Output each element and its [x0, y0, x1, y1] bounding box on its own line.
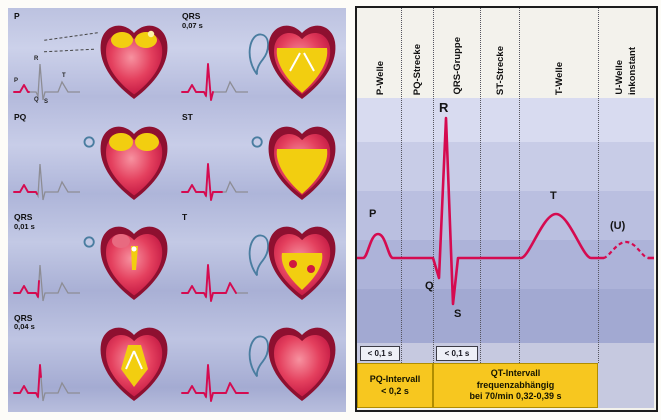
panel-pq: PQ: [10, 111, 176, 210]
column-separator: [401, 8, 402, 363]
ecg-trace: [181, 263, 248, 302]
heart-illustration: [262, 116, 342, 204]
vector-loop-icon: [244, 229, 274, 281]
column-header-qrs-gruppe: QRS-Gruppe: [451, 37, 463, 95]
phase-duration: 0,04 s: [14, 322, 35, 332]
ecg-trace: [13, 364, 80, 402]
wave-label-r: R: [439, 100, 449, 115]
panel-label: QRS 0,04 s: [14, 312, 35, 332]
heart-illustration: [262, 317, 342, 405]
phase-name: QRS: [182, 11, 201, 21]
vector-loop-icon: [76, 129, 106, 181]
wave-label-t: T: [550, 190, 557, 202]
heart-illustration: [94, 116, 174, 204]
panel-label: QRS 0,01 s: [14, 212, 35, 231]
ecg-letter-p: P: [14, 78, 19, 84]
column-separator: [480, 8, 481, 363]
panel-label: PQ: [14, 111, 27, 123]
phase-name: QRS: [14, 212, 33, 222]
pq-interval-box: PQ-Intervall < 0,2 s: [357, 363, 433, 408]
phase-name: QRS: [14, 312, 33, 323]
ecg-interval-diagram: P-Welle PQ-Strecke QRS-Gruppe ST-Strecke…: [355, 6, 658, 412]
panel-p-wave: P R P Q S T: [10, 10, 176, 109]
ecg-curve: [357, 116, 654, 306]
phase-duration: 0,01 s: [14, 221, 35, 231]
column-separator: [433, 8, 434, 363]
wave-label-p: P: [369, 208, 377, 220]
panel-label: ST: [182, 111, 193, 123]
column-separator: [519, 8, 520, 363]
vector-loop-icon: [244, 129, 274, 181]
pq-interval-title: PQ-Intervall: [369, 373, 421, 384]
ecg-trace: [13, 63, 80, 100]
vector-loop-icon: [76, 229, 106, 281]
ecg-trace: [13, 163, 80, 201]
ecg-trace: [181, 62, 248, 101]
qt-interval-note: frequenzabhängig: [476, 379, 555, 390]
panel-label: QRS 0,07 s: [182, 11, 203, 30]
qrs-duration-box: < 0,1 s: [436, 346, 478, 361]
column-header-pq-strecke: PQ-Strecke: [411, 43, 423, 95]
phase-name: P: [14, 11, 20, 21]
ecg-letter-s: S: [44, 99, 49, 105]
column-separator: [598, 8, 599, 363]
ecg-letter-r: R: [34, 56, 39, 62]
panel-qrs-004: QRS 0,04 s: [10, 312, 176, 411]
p-duration-box: < 0,1 s: [360, 346, 400, 361]
wave-label-u: (U): [610, 220, 626, 232]
phase-name: T: [182, 212, 188, 222]
wave-label-q: Q: [425, 280, 434, 292]
panel-qrs-001: QRS 0,01 s: [10, 211, 176, 310]
ecg-letter-q: Q: [34, 97, 39, 103]
ecg-trace: [181, 163, 248, 201]
panel-t-wave: T: [178, 211, 344, 310]
panel-label: P: [14, 11, 20, 22]
panel-cycle-end: [178, 312, 344, 411]
heart-illustration: [262, 216, 342, 304]
wave-label-s: S: [454, 308, 462, 320]
heart-illustration: [94, 317, 174, 405]
heart-illustration: [94, 15, 174, 103]
vector-loop-icon: [244, 28, 274, 80]
vector-loop-icon: [244, 330, 274, 382]
heart-illustration: [262, 15, 342, 103]
column-header-u-welle: U-Welle inkonstant: [614, 46, 638, 95]
qt-interval-title: QT-Intervall: [490, 367, 541, 378]
phase-name: PQ: [14, 111, 27, 122]
panel-st: ST: [178, 111, 344, 210]
column-header-p-welle: P-Welle: [374, 60, 386, 95]
ecg-trace: [181, 364, 249, 402]
cardiac-cycle-panels: P R P Q S T QRS 0,07 s PQ: [8, 8, 346, 412]
plot-background: [357, 98, 654, 343]
connector-dashed-line: [44, 32, 98, 41]
column-header-st-strecke: ST-Strecke: [494, 45, 506, 95]
phase-duration: 0,07 s: [182, 20, 203, 30]
ecg-letter-t: T: [62, 73, 66, 79]
phase-name: ST: [182, 111, 193, 122]
column-header-t-welle: T-Welle: [553, 61, 565, 95]
qt-interval-box: QT-Intervall frequenzabhängig bei 70/min…: [433, 363, 598, 408]
panel-label: T: [182, 212, 188, 223]
ecg-trace: [13, 264, 80, 301]
heart-illustration: [94, 216, 174, 304]
qt-interval-value: bei 70/min 0,32-0,39 s: [469, 391, 562, 402]
pq-interval-value: < 0,2 s: [381, 385, 409, 396]
panel-qrs-007: QRS 0,07 s: [178, 10, 344, 109]
